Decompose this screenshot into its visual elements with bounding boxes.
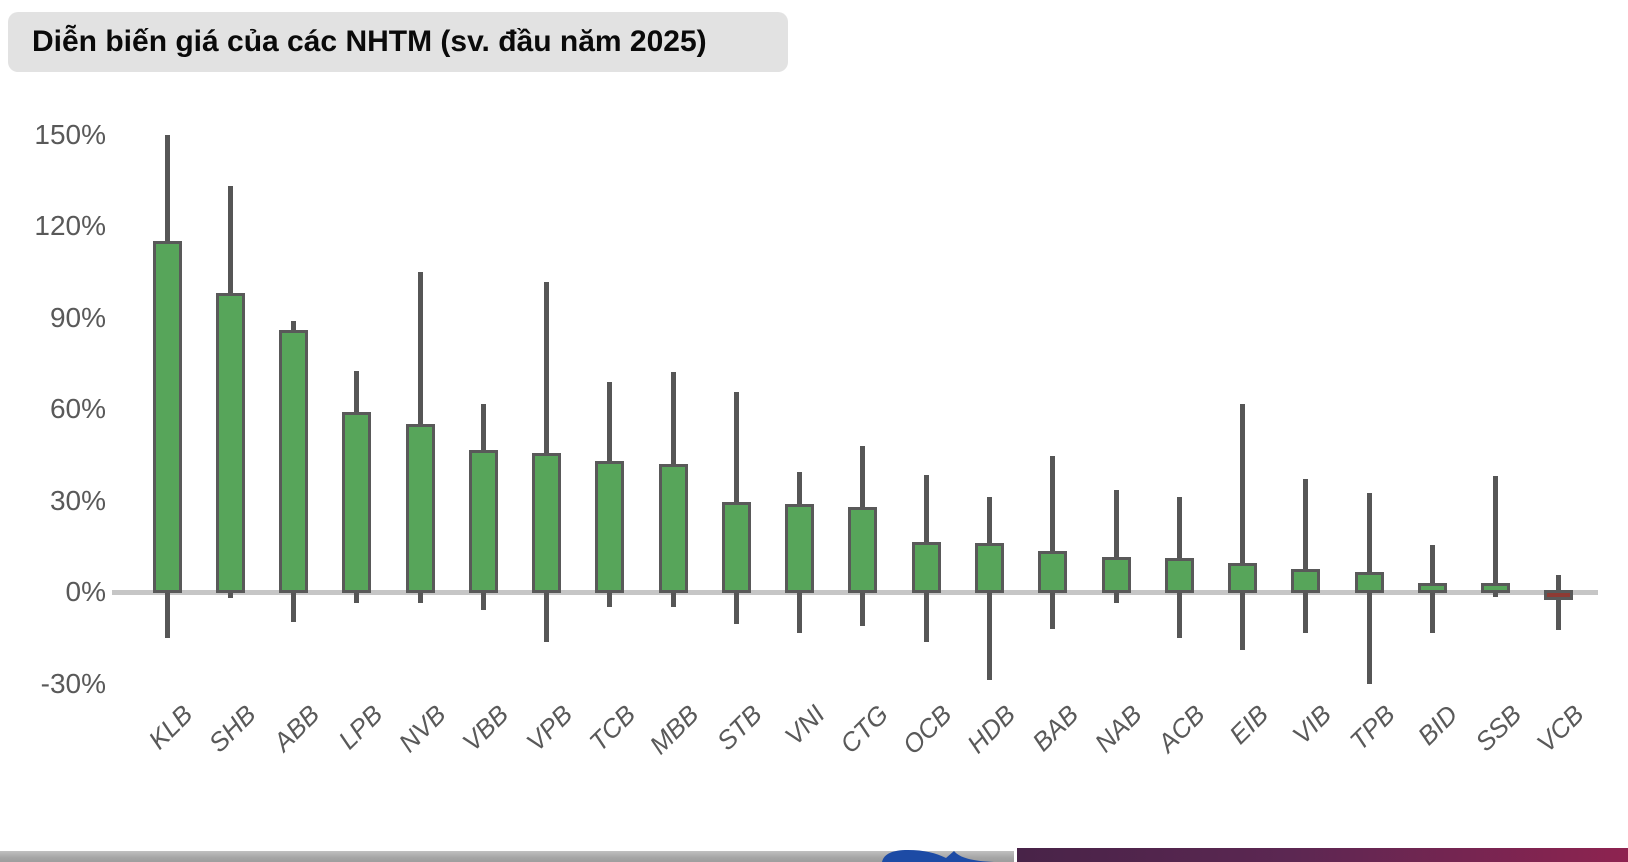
y-tick-label-60: 60% [49, 393, 106, 424]
chart-title: Diễn biến giá của các NHTM (sv. đầu năm … [32, 25, 707, 58]
x-label-NAB: NAB [1088, 699, 1148, 759]
x-label-OCB: OCB [896, 699, 958, 761]
x-label-TPB: TPB [1343, 699, 1401, 756]
bar-VPB [532, 453, 562, 593]
whisker-NAB [1113, 489, 1119, 603]
bar-MBB [658, 463, 688, 593]
x-label-SSB: SSB [1468, 699, 1527, 758]
x-label-EIB: EIB [1222, 699, 1274, 750]
x-label-BID: BID [1411, 699, 1464, 751]
bar-NAB [1101, 556, 1131, 593]
bar-VIB [1291, 569, 1321, 593]
bar-ACB [1164, 558, 1194, 593]
footer-accent-bar [1017, 848, 1628, 862]
chart-title-banner: Diễn biến giá của các NHTM (sv. đầu năm … [8, 12, 788, 72]
y-tick-label-120: 120% [34, 210, 106, 241]
whisker-BAB [1050, 456, 1056, 629]
bar-HDB [975, 543, 1004, 593]
x-label-LPB: LPB [332, 699, 389, 755]
x-label-ACB: ACB [1151, 699, 1211, 759]
x-label-VNI: VNI [779, 699, 831, 751]
x-label-VBB: VBB [456, 699, 515, 758]
y-tick-label-90: 90% [49, 301, 106, 333]
x-label-BAB: BAB [1025, 699, 1084, 758]
x-label-VCB: VCB [1531, 699, 1591, 759]
bar-VBB [468, 450, 498, 593]
bar-VCB [1544, 590, 1574, 600]
whisker-EIB [1240, 404, 1246, 650]
y-tick-label--30: -30% [40, 667, 106, 699]
bar-CTG [848, 506, 878, 593]
x-label-TCB: TCB [583, 699, 642, 757]
bar-TPB [1354, 572, 1384, 593]
bar-LPB [342, 412, 372, 593]
whisker-VCB [1556, 575, 1562, 631]
footer-gray-bar [0, 851, 1014, 862]
whisker-VIB [1303, 479, 1309, 634]
bar-BID [1417, 583, 1447, 593]
price-change-chart: 150% 120% 90% 60% 30% 0% -30% KLB SHB ABB LPB NVB VB… [34, 118, 1598, 761]
bar-SHB [215, 293, 245, 593]
y-tick-label-0: 0% [65, 576, 106, 607]
bar-SSB [1481, 583, 1511, 593]
bar-NVB [405, 424, 435, 593]
bar-TCB [595, 460, 625, 593]
x-label-CTG: CTG [834, 699, 895, 760]
bar-BAB [1038, 550, 1068, 593]
logo-icon [882, 850, 994, 862]
y-tick-label-30: 30% [49, 484, 106, 516]
x-label-VPB: VPB [519, 699, 578, 758]
x-label-HDB: HDB [960, 699, 1021, 760]
x-label-ABB: ABB [266, 699, 325, 758]
x-label-KLB: KLB [142, 699, 199, 755]
y-tick-label-150: 150% [34, 118, 106, 150]
x-label-MBB: MBB [643, 699, 705, 761]
x-label-NVB: NVB [392, 699, 452, 759]
bar-OCB [911, 541, 941, 593]
bar-STB [721, 502, 751, 593]
bar-VNI [785, 503, 815, 593]
bar-ABB [279, 329, 309, 593]
x-label-SHB: SHB [202, 699, 262, 759]
x-label-STB: STB [710, 699, 768, 756]
whisker-SSB [1493, 476, 1499, 597]
bar-EIB [1228, 563, 1258, 593]
bar-KLB [152, 241, 182, 593]
x-label-VIB: VIB [1286, 699, 1338, 750]
